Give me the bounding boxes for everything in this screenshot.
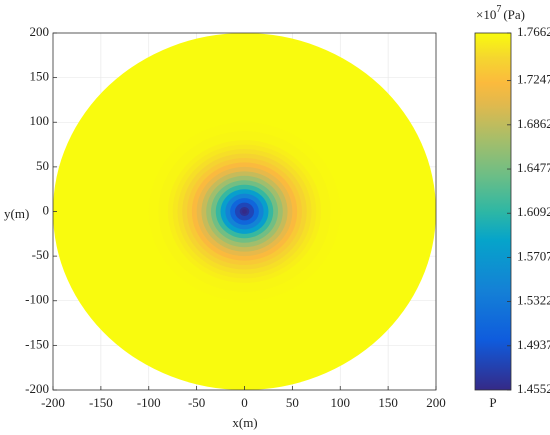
x-tick-label: -150: [89, 395, 113, 410]
y-tick-label: 150: [30, 69, 50, 84]
y-tick-label: 200: [30, 24, 50, 39]
colorbar-label: ×107 (Pa): [476, 4, 525, 22]
y-tick-label: -150: [25, 336, 49, 351]
y-tick-label: -50: [32, 247, 49, 262]
colorbar-tick-label: 1.6862: [517, 116, 550, 131]
colorbar-unit: (Pa): [503, 7, 525, 22]
y-tick-label: 0: [43, 202, 50, 217]
x-tick-label: 150: [378, 395, 398, 410]
ticks: -200 -150 -100 -50 0 50 100 150 200 -200 -150 -100 -…: [25, 24, 446, 410]
x-tick-label: 50: [286, 395, 299, 410]
field: [53, 33, 436, 390]
colorbar-tick-label: 1.6092: [517, 204, 550, 219]
colorbar-exponent: 7: [496, 4, 501, 15]
y-tick-label: -200: [25, 381, 49, 396]
colorbar-tick-label: 1.7662: [517, 24, 550, 39]
x-axis-label: x(m): [232, 415, 257, 430]
y-tick-label: 100: [30, 113, 50, 128]
x-tick-label: 100: [331, 395, 351, 410]
colorbar-tick-label: 1.7247: [517, 72, 550, 87]
colorbar-title: P: [489, 395, 496, 410]
x-tick-label: -50: [188, 395, 205, 410]
colorbar-base: ×10: [476, 7, 496, 22]
colorbar-tick-label: 1.5322: [517, 293, 550, 308]
x-tick-label: -100: [137, 395, 161, 410]
x-tick-label: -200: [41, 395, 65, 410]
x-tick-label: 200: [426, 395, 446, 410]
colorbar-tick-label: 1.4937: [517, 337, 550, 352]
colorbar-tick-label: 1.4552: [517, 381, 550, 396]
colorbar: [474, 32, 512, 391]
y-axis-label: y(m): [4, 206, 29, 221]
colorbar-tick-label: 1.6477: [517, 160, 550, 175]
x-tick-label: 0: [241, 395, 248, 410]
y-tick-label: -100: [25, 292, 49, 307]
colorbar-tick-label: 1.5707: [517, 248, 550, 263]
field-ring: [242, 209, 247, 214]
y-tick-label: 50: [36, 158, 49, 173]
